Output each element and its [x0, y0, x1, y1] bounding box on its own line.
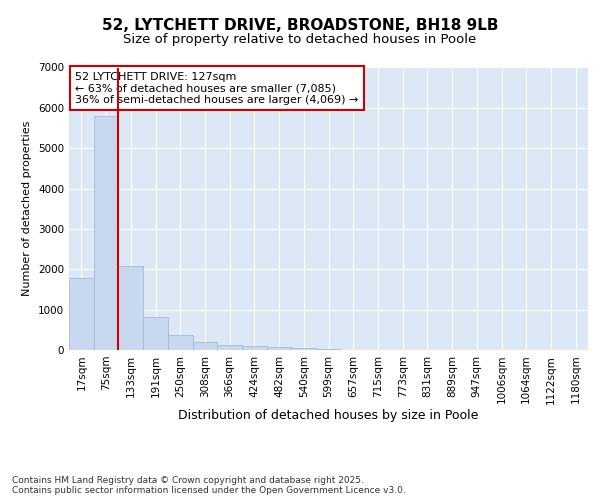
Bar [217, 345, 242, 350]
Bar [193, 342, 217, 350]
Bar [94, 116, 118, 350]
Bar [316, 349, 341, 350]
Text: Size of property relative to detached houses in Poole: Size of property relative to detached ho… [124, 32, 476, 46]
Bar [143, 317, 168, 350]
Text: 52, LYTCHETT DRIVE, BROADSTONE, BH18 9LB: 52, LYTCHETT DRIVE, BROADSTONE, BH18 9LB [102, 18, 498, 32]
Bar [69, 278, 94, 350]
Y-axis label: Number of detached properties: Number of detached properties [22, 121, 32, 296]
Bar [267, 347, 292, 350]
Bar [292, 348, 316, 350]
Bar [242, 346, 267, 350]
Text: 52 LYTCHETT DRIVE: 127sqm
← 63% of detached houses are smaller (7,085)
36% of se: 52 LYTCHETT DRIVE: 127sqm ← 63% of detac… [75, 72, 359, 105]
X-axis label: Distribution of detached houses by size in Poole: Distribution of detached houses by size … [178, 409, 479, 422]
Bar [118, 266, 143, 350]
Bar [168, 335, 193, 350]
Text: Contains HM Land Registry data © Crown copyright and database right 2025.
Contai: Contains HM Land Registry data © Crown c… [12, 476, 406, 495]
